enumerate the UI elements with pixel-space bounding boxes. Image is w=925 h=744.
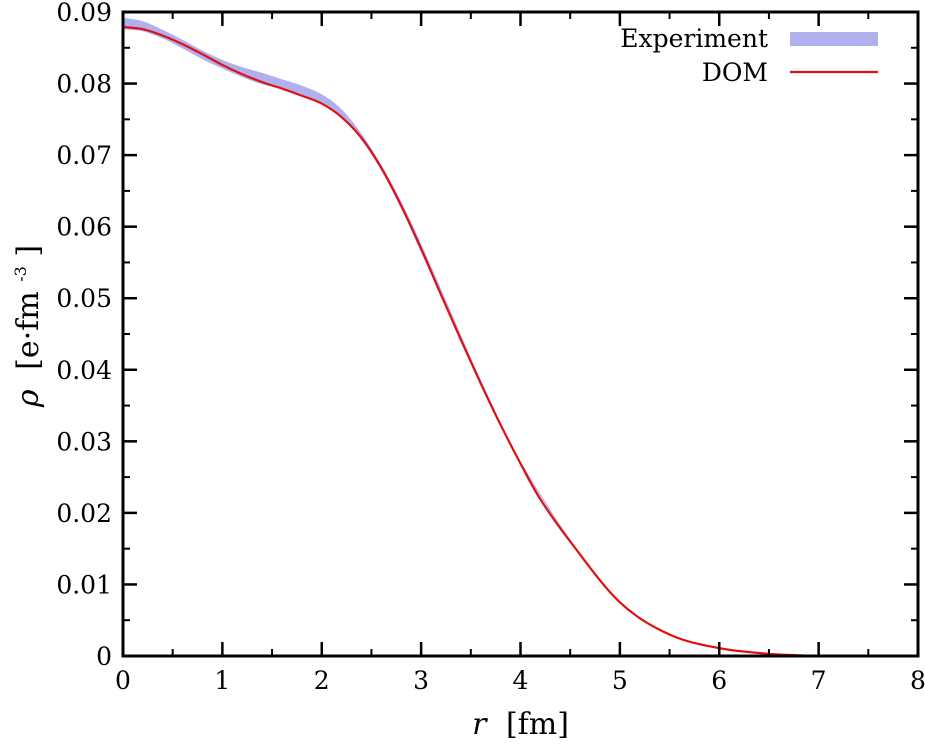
series-experiment-band [123,17,819,657]
x-axis-unit: [fm] [506,707,569,742]
tick-labels: 0 1 2 3 4 5 6 7 8 0 0.01 0.02 0.03 0.04 0.05 0.06 0.07 0.… [56,0,925,695]
x-tick-label: 4 [513,666,529,695]
y-axis-unit: [e·fm [11,291,46,370]
y-tick-label: 0.07 [56,141,112,170]
axis-ticks [121,10,920,658]
x-tick-label: 1 [214,666,230,695]
y-tick-label: 0.03 [56,427,112,456]
y-tick-label: 0 [96,642,112,671]
x-tick-label: 2 [314,666,330,695]
y-tick-label: 0.05 [56,284,112,313]
y-tick-label: 0.09 [56,0,112,27]
x-tick-label: 7 [811,666,827,695]
y-tick-label: 0.06 [56,213,112,242]
x-tick-label: 3 [413,666,429,695]
x-tick-label: 6 [711,666,727,695]
x-axis-title: r [fm] [472,707,569,742]
series-dom-line [122,25,819,658]
x-tick-label: 8 [910,666,925,695]
y-tick-label: 0.02 [56,499,112,528]
plot-area [122,17,819,658]
y-axis-symbol: ρ [11,389,46,408]
x-tick-label: 5 [612,666,628,695]
legend-label-dom: DOM [702,58,768,87]
y-tick-label: 0.01 [56,570,112,599]
x-tick-label: 0 [115,666,131,695]
y-axis-title: ρ [e·fm -3 ] [0,245,46,408]
y-tick-label: 0.04 [56,356,112,385]
x-axis-symbol: r [472,707,488,742]
legend-label-experiment: Experiment [620,24,768,53]
legend: Experiment DOM [620,24,878,87]
legend-swatch-experiment [790,32,878,46]
y-axis-close: ] [11,245,46,257]
y-tick-label: 0.08 [56,70,112,99]
plot-frame [121,10,920,658]
y-axis-exponent: -3 [11,266,30,282]
